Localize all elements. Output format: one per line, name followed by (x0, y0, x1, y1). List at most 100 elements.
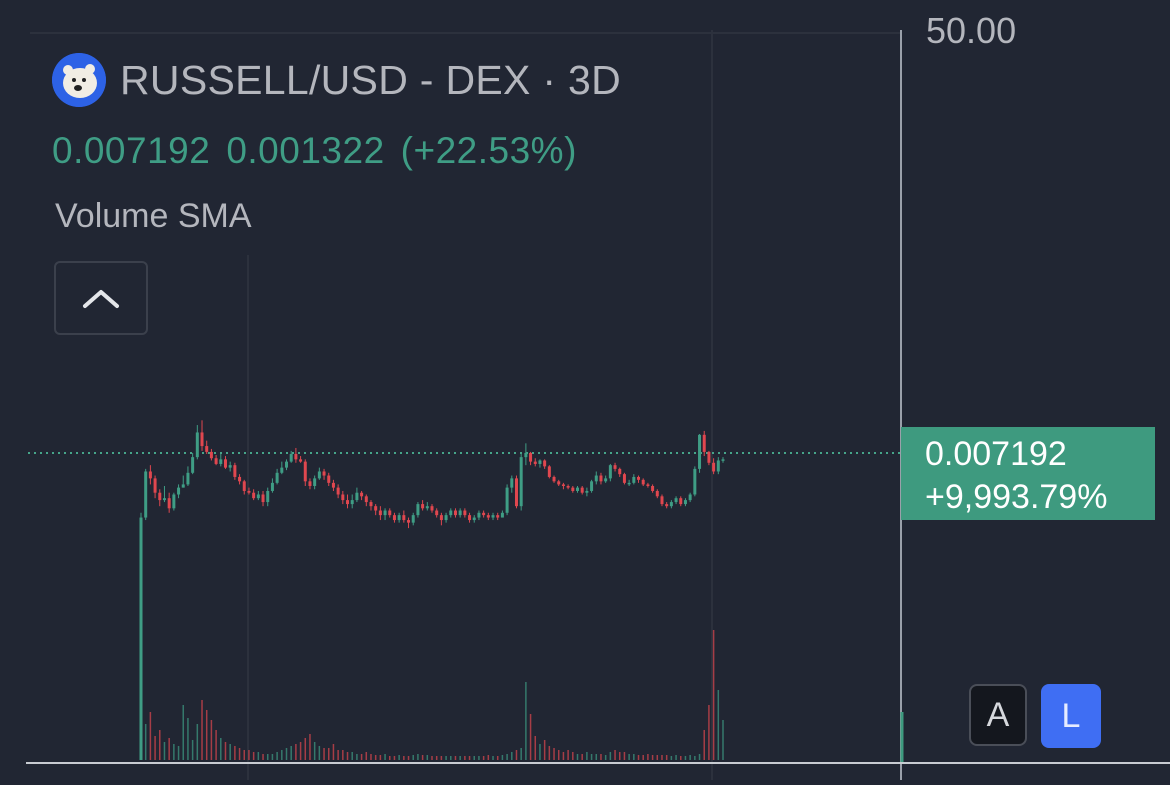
volume-bar (384, 754, 386, 760)
candle-body (439, 515, 443, 521)
volume-bar (248, 750, 250, 760)
candle-body (505, 487, 509, 513)
candle-body (665, 504, 669, 507)
candle-body (378, 510, 382, 516)
candle-body (683, 500, 687, 505)
candle-body (637, 476, 641, 480)
volume-bar (618, 752, 621, 760)
candle-body (191, 457, 195, 473)
candle-body (529, 452, 533, 462)
candle-body (698, 434, 702, 469)
volume-bar (548, 746, 551, 760)
volume-bar (220, 738, 222, 760)
volume-bar (304, 738, 307, 760)
volume-bar (534, 736, 537, 760)
logo-icon[interactable] (52, 53, 106, 107)
candle-body (397, 515, 401, 521)
volume-bar (346, 752, 349, 760)
candle-body (392, 515, 396, 521)
candle-body (618, 468, 622, 475)
candle-body (514, 478, 518, 507)
volume-bar (327, 748, 330, 760)
candle-body (463, 510, 467, 516)
candle-body (153, 478, 157, 493)
volume-bar (431, 756, 433, 760)
candle-body (444, 515, 448, 521)
volume-bar (191, 740, 194, 760)
candle-body (275, 472, 279, 483)
volume-bar (323, 748, 325, 760)
volume-bar (473, 756, 475, 760)
indicator-label[interactable]: Volume SMA (55, 197, 252, 235)
candle-body (374, 506, 378, 511)
volume-bar (576, 754, 579, 760)
volume-bar (168, 738, 170, 760)
candle-body (712, 462, 716, 472)
log-scale-button[interactable]: L (1041, 684, 1101, 748)
volume-bar (173, 744, 175, 760)
candle-body (604, 478, 608, 482)
volume-bar (159, 730, 161, 760)
volume-bar (586, 752, 588, 760)
candle-body (613, 465, 617, 469)
auto-scale-button[interactable]: A (969, 684, 1027, 746)
symbol-title[interactable]: RUSSELL/USD - DEX · 3D (120, 56, 622, 103)
volume-bar (661, 755, 663, 760)
candle-body (364, 496, 368, 503)
candle-body (472, 517, 476, 521)
candle-body (280, 467, 284, 473)
candle-body (435, 510, 439, 516)
volume-bar (243, 750, 246, 760)
candle-body (646, 484, 650, 486)
candle-body (552, 476, 556, 482)
volume-bar (435, 756, 438, 760)
candle-body (360, 492, 364, 497)
volume-bar (614, 750, 616, 760)
volume-bar (360, 754, 363, 760)
candle-body (205, 446, 209, 452)
candle-body (651, 485, 655, 491)
candle-body (693, 468, 697, 495)
candle-body (233, 465, 237, 477)
volume-bar (501, 755, 504, 760)
candle-body (716, 460, 720, 472)
volume-bar (511, 752, 513, 760)
collapse-legend-button[interactable] (54, 261, 148, 335)
candle-body (228, 465, 232, 468)
candle-body (416, 504, 420, 516)
candle-body (594, 475, 598, 482)
volume-bar (229, 744, 231, 760)
candle-body (468, 515, 472, 521)
volume-bar (271, 754, 274, 760)
candle-body (510, 478, 514, 488)
candle-body (580, 487, 584, 493)
volume-bar (440, 756, 443, 760)
volume-bar (144, 724, 147, 760)
candle-body (688, 494, 692, 501)
candle-body (303, 461, 307, 482)
volume-bar (374, 755, 377, 760)
candle-body (247, 490, 251, 493)
volume-bar (623, 752, 626, 760)
chart-legend: RUSSELL/USD - DEX · 3D 0.007192 0.001322 (… (52, 52, 622, 235)
price-change: 0.001322 (226, 130, 385, 171)
candle-body (294, 453, 298, 460)
volume-bar (276, 752, 278, 760)
price-tag-value: 0.007192 (925, 435, 1067, 473)
candle-body (707, 451, 711, 463)
volume-bar (257, 752, 260, 760)
candle-body (679, 498, 683, 505)
volume-bar (318, 746, 321, 760)
volume-bar (182, 705, 184, 760)
volume-bar (468, 756, 471, 760)
volume-bar (281, 750, 283, 760)
candles (139, 420, 725, 760)
volume-bar (201, 700, 203, 760)
candle-body (585, 490, 589, 493)
volume-bar (337, 750, 339, 760)
volume-bar (689, 755, 691, 760)
candle-body (561, 484, 565, 486)
candle-body (252, 492, 256, 499)
